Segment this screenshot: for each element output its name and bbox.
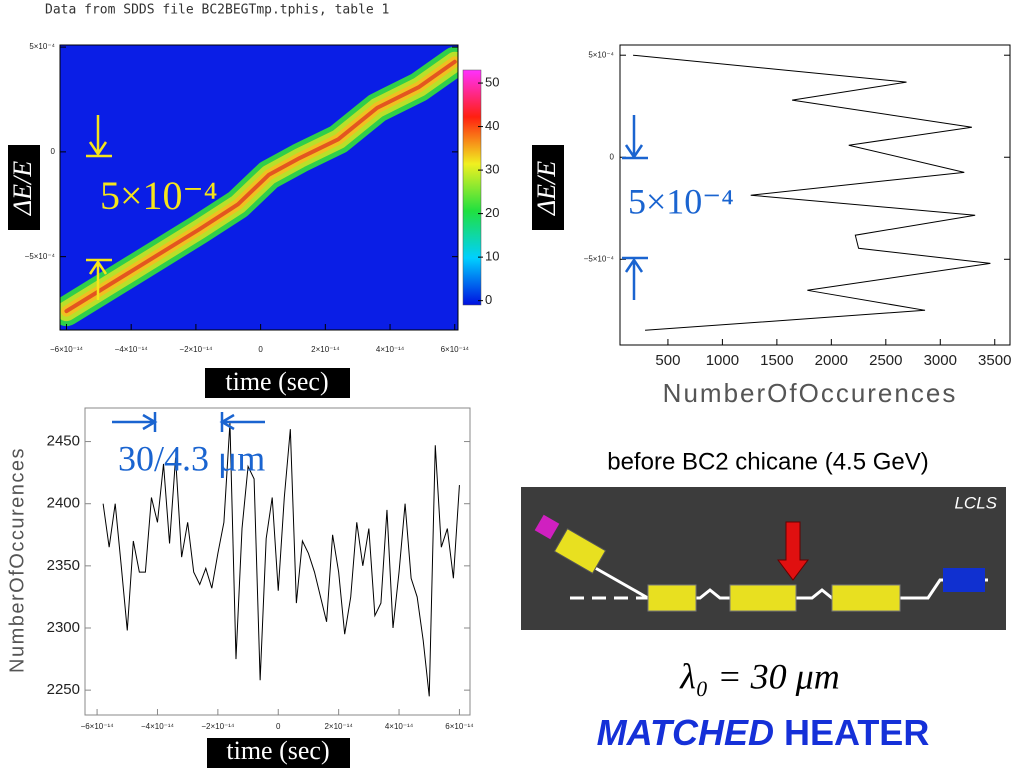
x-axis-label: NumberOfOccurences	[663, 378, 958, 408]
x-tick-label: 2×10⁻¹⁴	[311, 345, 340, 354]
plot-area	[620, 45, 1010, 345]
x-tick-label: 2×10⁻¹⁴	[324, 722, 353, 731]
plot-frame	[84, 407, 471, 716]
y-tick-label: −5×10⁻⁴	[25, 252, 56, 261]
x-tick-label: 6×10⁻¹⁴	[441, 345, 470, 354]
plot-frame	[619, 44, 1011, 346]
y-tick-label: 2250	[47, 681, 80, 698]
colorbar-tick-label: 30	[485, 162, 499, 177]
colorbar-tick-label: 0	[485, 292, 492, 307]
x-tick-label: −2×10⁻¹⁴	[201, 722, 235, 731]
span-arrows	[86, 115, 112, 300]
label-box	[207, 738, 350, 768]
y-tick-label: 2400	[47, 495, 80, 512]
x-axis-label: time (sec)	[225, 367, 328, 396]
x-tick-label: 4×10⁻¹⁴	[385, 722, 414, 731]
x-tick-label: −2×10⁻¹⁴	[179, 345, 213, 354]
span-arrows	[622, 115, 648, 300]
y-tick-label: 5×10⁻⁴	[29, 42, 55, 51]
time-plot: −6×10⁻¹⁴ −4×10⁻¹⁴ −2×10⁻¹⁴ 0 2×10⁻¹⁴ 4×10⁻¹⁴ 6…	[47, 407, 474, 731]
y-tick-label: 2350	[47, 557, 80, 574]
label-box	[532, 145, 564, 230]
x-tick-label: 6×10⁻¹⁴	[445, 722, 474, 731]
colorbar-tick-label: 50	[485, 74, 499, 89]
title-rest: HEATER	[784, 712, 929, 753]
emphasis: MATCHED	[597, 712, 774, 753]
y-axis-label: NumberOfOccurences	[6, 447, 28, 673]
x-tick-label: 500	[655, 352, 680, 369]
chart-title: Data from SDDS file BC2BEGTmp.tphis, tab…	[45, 3, 389, 18]
y-tick-label: 2450	[47, 433, 80, 450]
density-band	[64, 59, 457, 314]
x-tick-label: 2500	[869, 352, 902, 369]
colorbar-tick-label: 20	[485, 205, 499, 220]
x-tick-label: −4×10⁻¹⁴	[141, 722, 175, 731]
x-tick-label: 4×10⁻¹⁴	[376, 345, 405, 354]
y-axis-label: ΔE/E	[8, 161, 37, 216]
colorbar-tick-label: 10	[485, 249, 499, 264]
y-tick-label: 0	[610, 152, 615, 161]
x-tick-label: 0	[276, 722, 281, 731]
heater-title: MATCHED HEATER	[597, 712, 930, 753]
label-box	[205, 368, 350, 398]
plot-area	[85, 408, 470, 715]
x-tick-label: 3000	[924, 352, 957, 369]
x-tick-label: −6×10⁻¹⁴	[81, 722, 115, 731]
y-axis-label: ΔE/E	[532, 161, 561, 216]
y-tick-label: 0	[51, 147, 56, 156]
annotation: 5×10⁻⁴	[100, 173, 218, 218]
data-line	[102, 422, 460, 697]
y-tick-label: 2300	[47, 619, 80, 636]
x-tick-label: 0	[258, 345, 263, 354]
x-tick-label: 3500	[978, 352, 1011, 369]
y-tick-label: 5×10⁻⁴	[588, 50, 614, 59]
x-axis-label: time (sec)	[226, 736, 329, 765]
x-tick-label: 2000	[815, 352, 848, 369]
annotation: 30/4.3 μm	[118, 438, 265, 478]
x-tick-label: −6×10⁻¹⁴	[50, 345, 84, 354]
wavelength: λ₀ = 30 μm	[679, 656, 839, 696]
plot-frame	[59, 44, 459, 331]
x-tick-label: 1500	[760, 352, 793, 369]
beamline	[534, 514, 988, 612]
label-box	[8, 145, 40, 230]
annotation: 5×10⁻⁴	[628, 181, 734, 221]
span-arrows	[112, 412, 265, 432]
colorbar-tick-label: 40	[485, 118, 499, 133]
diagram-label: LCLS	[954, 493, 997, 512]
diagram-caption: before BC2 chicane (4.5 GeV)	[607, 448, 929, 475]
y-tick-label: −5×10⁻⁴	[584, 254, 615, 263]
x-tick-label: −4×10⁻¹⁴	[115, 345, 149, 354]
heatmap-plot: 0 10 20 30 40 50 −6×10⁻¹⁴ −4×10⁻¹⁴ −2×10⁻¹⁴ 0 2×10…	[25, 42, 500, 354]
x-tick-label: 1000	[706, 352, 739, 369]
colorbar	[462, 69, 482, 306]
data-line	[633, 54, 991, 331]
profile-plot: 500 1000 1500 2000 2500 3000 3500 5×10⁻⁴ 0 −5×10⁻…	[584, 44, 1011, 369]
